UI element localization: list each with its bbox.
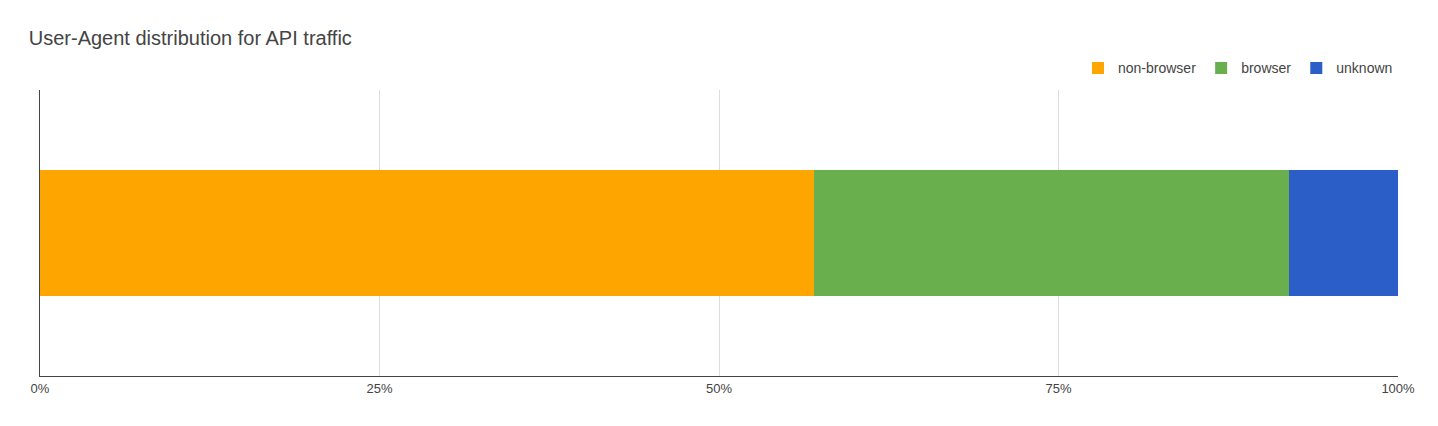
svg-text:0%: 0% [31,381,50,396]
svg-text:50%: 50% [706,381,732,396]
svg-text:User-Agent distribution for AP: User-Agent distribution for API traffic [29,27,352,49]
svg-text:75%: 75% [1045,381,1071,396]
svg-text:unknown: unknown [1336,60,1392,76]
svg-text:browser: browser [1241,60,1291,76]
svg-text:25%: 25% [366,381,392,396]
svg-text:non-browser: non-browser [1118,60,1196,76]
svg-text:100%: 100% [1381,381,1415,396]
